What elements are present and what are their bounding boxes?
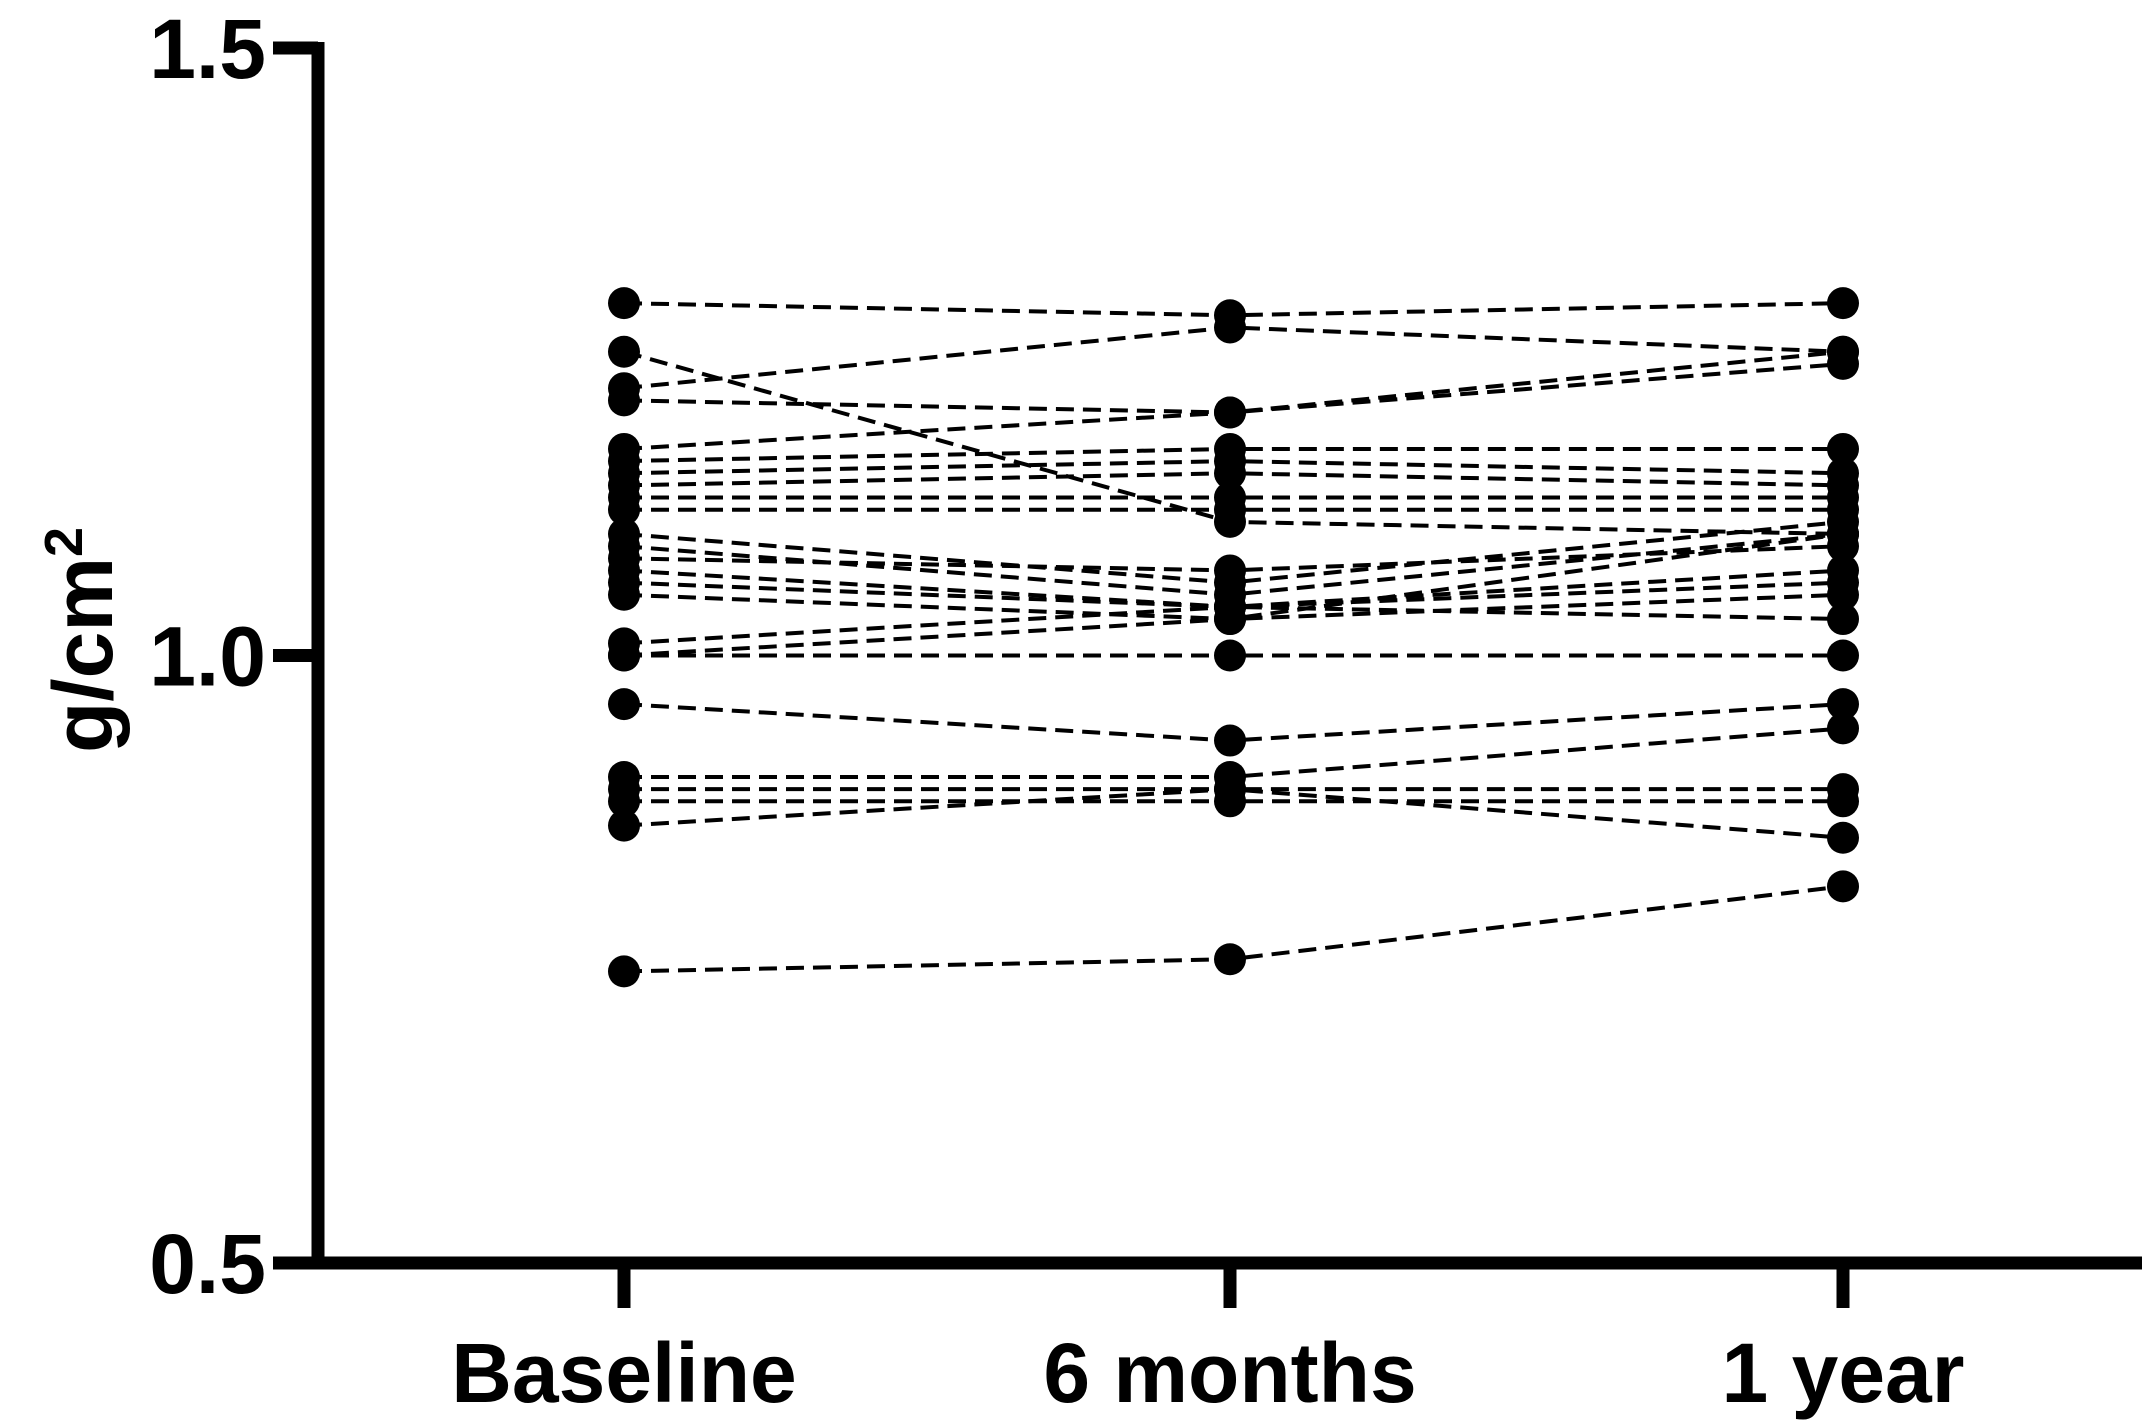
data-point xyxy=(608,335,640,368)
data-point xyxy=(1827,432,1859,465)
data-point xyxy=(1214,603,1246,636)
x-tick-label: 1 year xyxy=(1722,1326,1965,1420)
series-25 xyxy=(608,870,1859,988)
data-point xyxy=(608,955,640,988)
series-3 xyxy=(608,311,1859,405)
x-tick-label: 6 months xyxy=(1043,1326,1416,1420)
data-point xyxy=(608,287,640,320)
data-point xyxy=(1214,493,1246,526)
series-5 xyxy=(608,335,1859,465)
y-axis-label: g/cm2 xyxy=(34,527,130,753)
data-point xyxy=(608,493,640,526)
data-point xyxy=(1214,773,1246,806)
series-20 xyxy=(608,688,1859,757)
y-tick-label: 1.0 xyxy=(149,610,266,704)
data-point xyxy=(1214,639,1246,672)
data-point xyxy=(608,578,640,611)
data-point xyxy=(1214,554,1246,587)
data-point xyxy=(1827,821,1859,854)
data-point xyxy=(1214,943,1246,976)
series-layer xyxy=(608,287,1859,988)
data-point xyxy=(608,688,640,721)
data-point xyxy=(608,809,640,842)
series-19 xyxy=(608,639,1859,672)
x-tick-label: Baseline xyxy=(451,1326,797,1420)
data-point xyxy=(1827,773,1859,806)
data-point xyxy=(1214,396,1246,429)
data-point xyxy=(1827,688,1859,721)
y-axis-label-superscript: 2 xyxy=(34,527,94,557)
y-tick-label: 0.5 xyxy=(149,1217,266,1311)
data-point xyxy=(1827,518,1859,550)
data-point xyxy=(608,384,640,417)
y-tick-label: 1.5 xyxy=(149,2,266,96)
data-point xyxy=(1827,287,1859,320)
data-point xyxy=(1214,724,1246,757)
data-point xyxy=(608,639,640,672)
data-point xyxy=(608,785,640,818)
data-point xyxy=(1827,578,1859,611)
data-point xyxy=(1827,870,1859,903)
data-point xyxy=(1214,457,1246,490)
labels-layer: g/cm2 xyxy=(34,527,130,753)
data-point xyxy=(1214,311,1246,344)
y-axis-label-text: g/cm xyxy=(36,557,130,753)
series-24 xyxy=(608,773,1859,842)
axes-layer: 0.5 1.0 1.5 Baseline 6 months 1 year xyxy=(149,2,2142,1420)
data-point xyxy=(1827,639,1859,672)
data-point xyxy=(1827,712,1859,745)
data-point xyxy=(1827,335,1859,368)
data-point xyxy=(1827,603,1859,636)
